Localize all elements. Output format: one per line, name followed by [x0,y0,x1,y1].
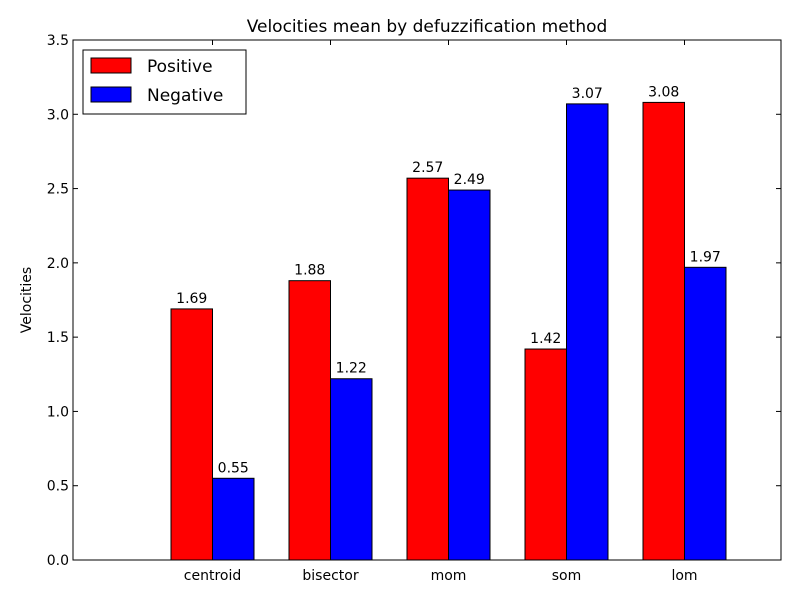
bar-negative-som [566,103,609,561]
data-label-negative-lom: 1.97 [690,249,721,265]
x-axis-ticks: centroid bisector mom som lom [184,40,698,584]
data-label-positive-lom: 3.08 [648,84,679,100]
legend-label-negative: Negative [147,86,223,106]
x-tick-label-lom: lom [671,568,697,584]
data-labels-group: 1.69 0.55 1.88 1.22 2.57 2.49 1.42 3.07 3.08 1.97 [176,84,721,476]
bar-negative-mom [448,189,491,561]
bar-positive-mom [406,177,449,561]
y-tick-label: 2.0 [47,256,69,272]
legend: Positive Negative [82,49,247,115]
bar-positive-som [524,348,567,561]
bar-negative-bisector [330,378,373,561]
chart-title: Velocities mean by defuzzification metho… [247,17,608,37]
legend-label-positive: Positive [147,57,213,77]
y-tick-label: 1.0 [47,404,69,420]
data-label-positive-bisector: 1.88 [294,263,325,279]
legend-swatch-positive [90,57,132,74]
y-tick-label: 0.5 [47,479,69,495]
legend-swatch-negative [90,86,132,103]
bar-positive-lom [642,101,685,561]
y-tick-label: 3.0 [47,107,69,123]
x-tick-label-bisector: bisector [302,568,358,584]
data-label-positive-som: 1.42 [530,331,561,347]
data-label-negative-som: 3.07 [572,86,603,102]
bar-negative-lom [684,266,727,561]
y-axis-ticks: 0.0 0.5 1.0 1.5 2.0 2.5 3.0 3.5 [47,33,781,569]
bars-group [170,101,727,561]
y-tick-label: 3.5 [47,33,69,49]
bar-positive-bisector [288,280,331,561]
y-tick-label: 2.5 [47,182,69,198]
x-tick-label-mom: mom [431,568,467,584]
data-label-positive-centroid: 1.69 [176,291,207,307]
y-tick-label: 1.5 [47,330,69,346]
x-tick-label-centroid: centroid [184,568,241,584]
data-label-negative-centroid: 0.55 [218,460,249,476]
data-label-positive-mom: 2.57 [412,160,443,176]
data-label-negative-bisector: 1.22 [336,361,367,377]
y-tick-label: 0.0 [47,553,69,569]
x-tick-label-som: som [552,568,582,584]
bar-positive-centroid [170,308,213,561]
plot-frame [72,39,782,561]
bar-negative-centroid [212,477,255,561]
data-label-negative-mom: 2.49 [454,172,485,188]
y-axis-label: Velocities [19,267,35,333]
